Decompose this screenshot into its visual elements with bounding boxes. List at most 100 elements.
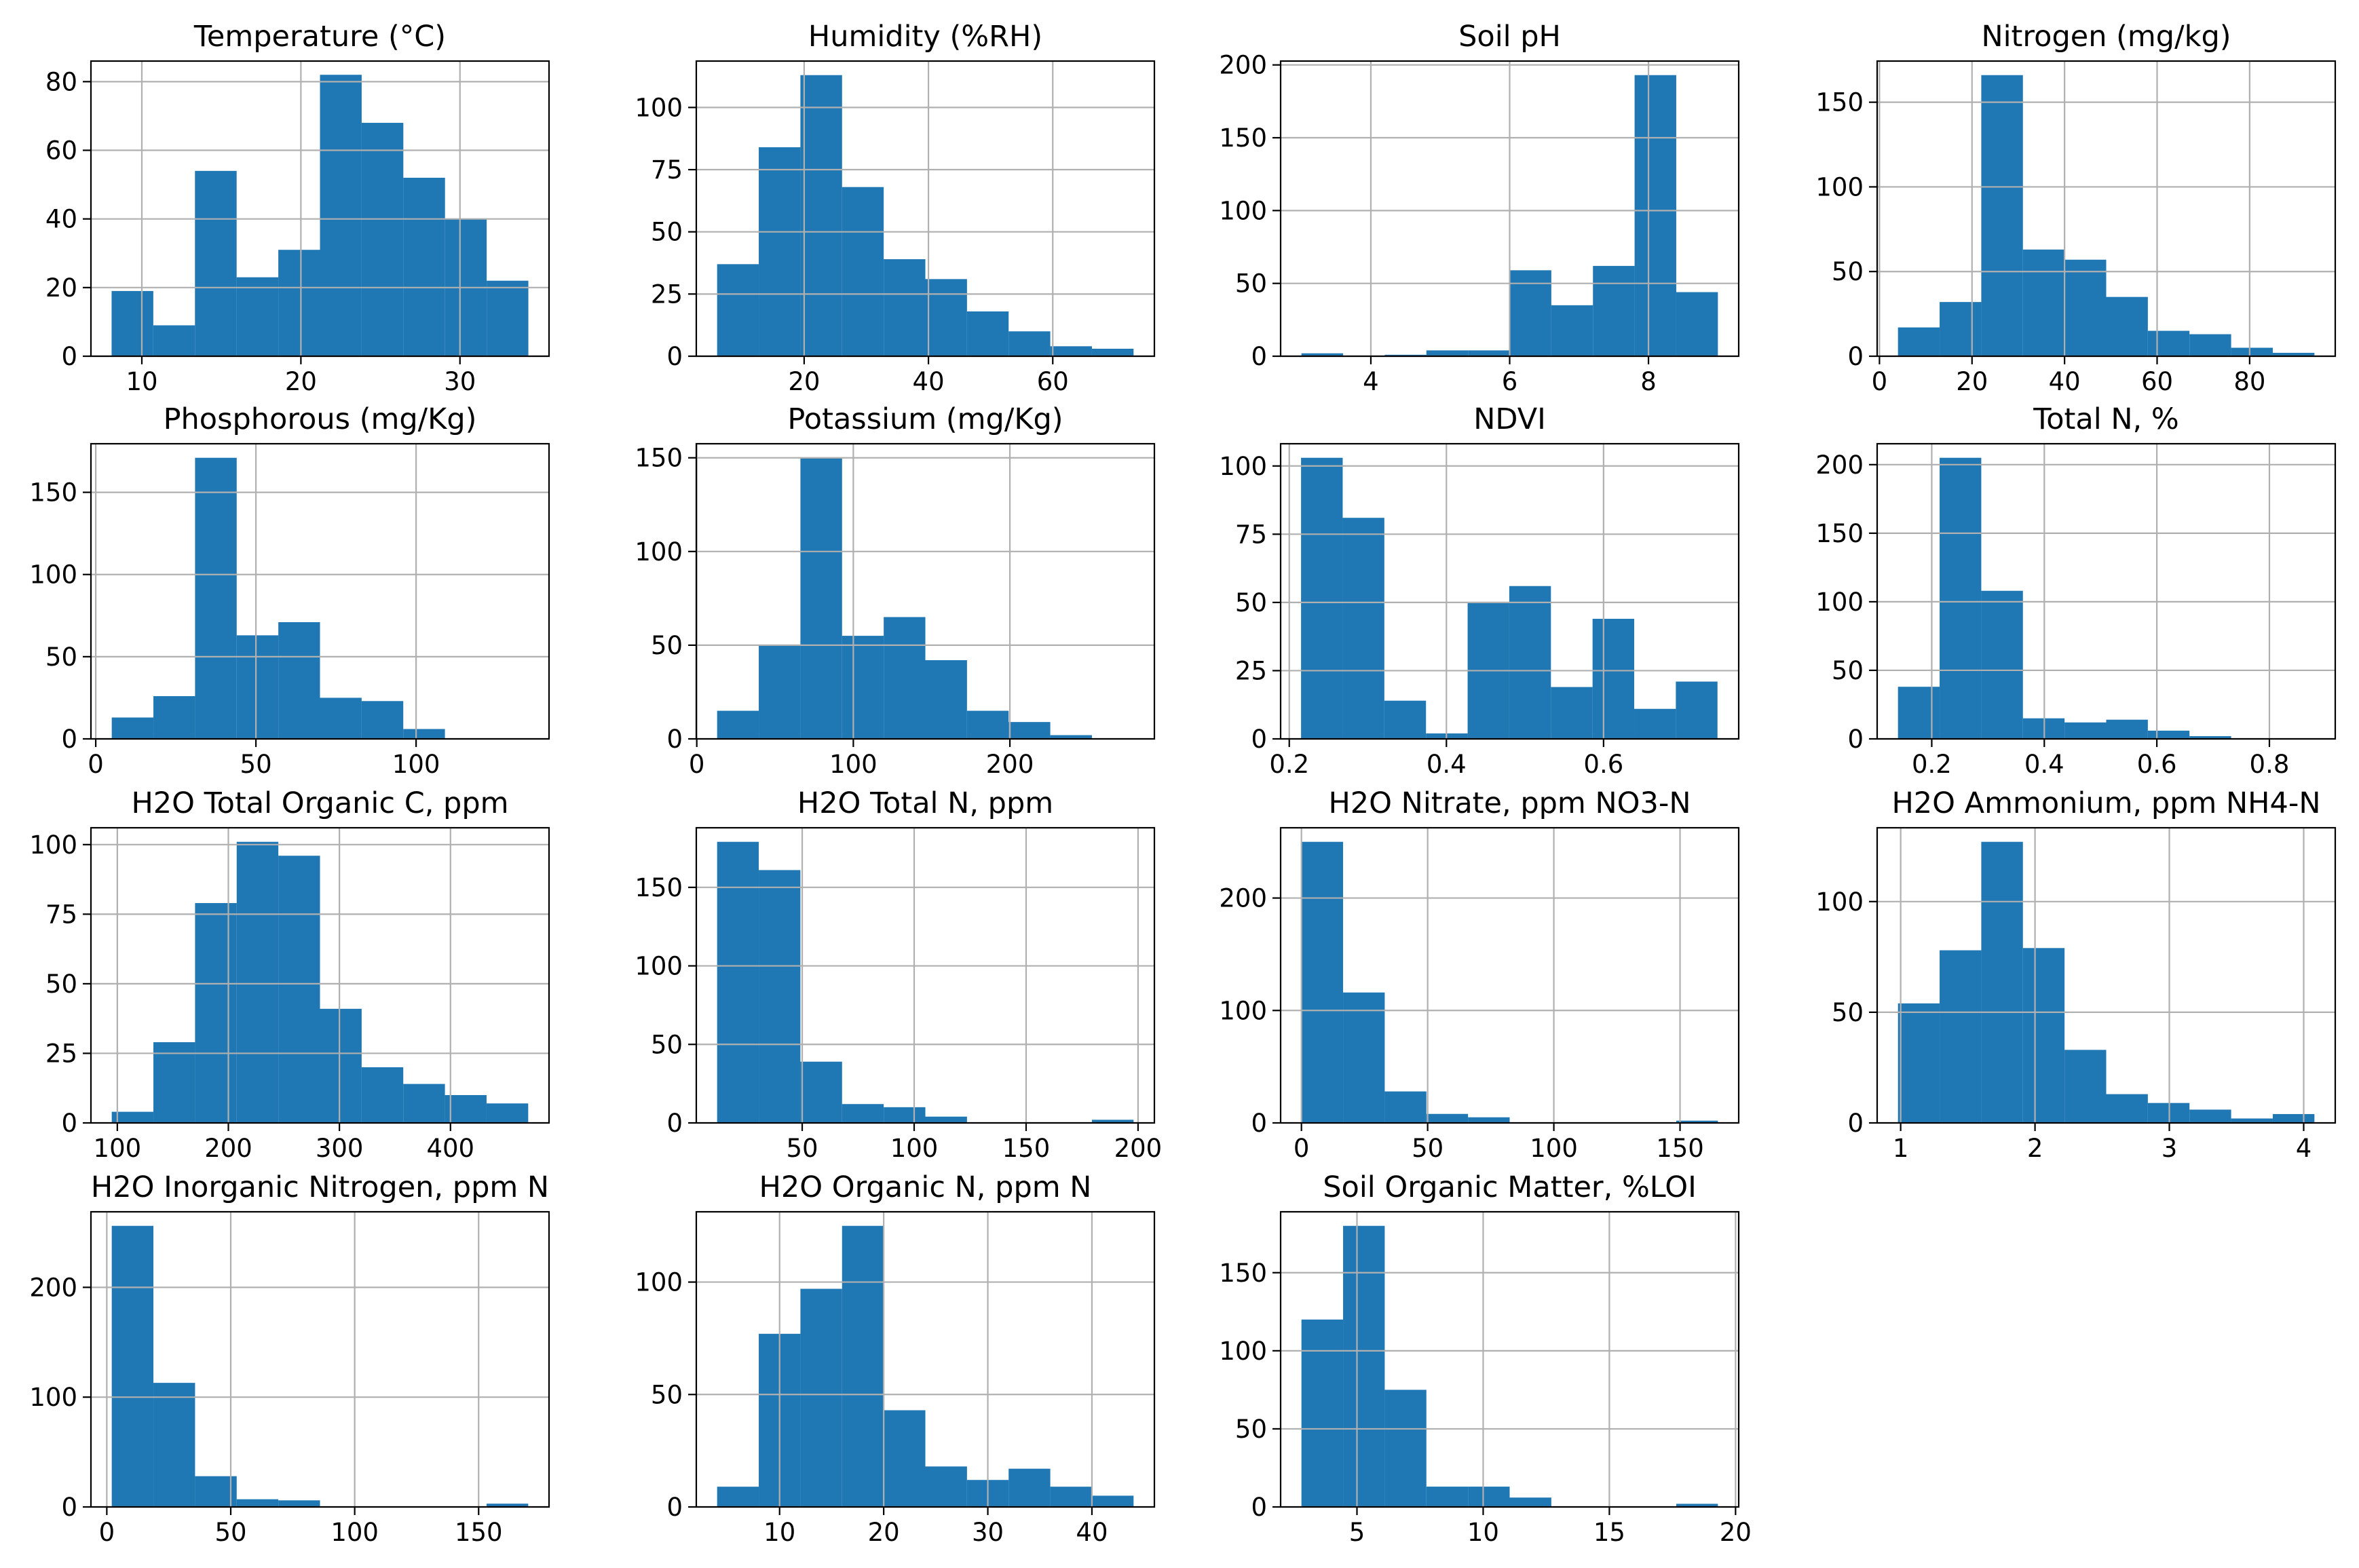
histogram-bar	[2189, 1109, 2231, 1123]
histogram-bar	[1008, 331, 1051, 356]
y-tick-label: 0	[61, 725, 77, 754]
x-tick-label: 1	[1893, 1134, 1909, 1163]
histogram-bar	[884, 1410, 926, 1507]
axes-frame	[90, 60, 550, 358]
x-tick-label: 100	[829, 750, 877, 779]
histogram-bar	[236, 1499, 279, 1507]
histogram-bar	[2106, 297, 2148, 356]
x-tick-label: 20	[1956, 367, 1988, 396]
histogram-bar	[403, 177, 445, 356]
histogram-bar	[1898, 1003, 1940, 1123]
y-tick-label: 100	[1815, 887, 1864, 917]
histogram-bar	[1676, 292, 1718, 356]
y-tick-label: 50	[651, 1030, 683, 1059]
x-tick-label: 100	[890, 1134, 939, 1163]
histogram-bar	[1050, 735, 1092, 739]
histogram-bar	[236, 277, 279, 356]
x-tick-label: 0	[1872, 367, 1888, 396]
subplot-h2o-nitrate-ppm-no3-n: 0 50 100 150 0 100 200 H2O Nitrate, ppm NO3-N	[1219, 786, 1740, 1163]
histogram-bar	[1091, 1495, 1134, 1507]
histogram-bar	[2147, 330, 2190, 356]
axes-frame	[90, 442, 550, 740]
axes-frame	[1876, 442, 2337, 740]
histogram-bar	[884, 617, 926, 739]
histogram-bar	[153, 1383, 195, 1507]
histogram-bar	[153, 1042, 195, 1123]
x-tick-label: 150	[1002, 1134, 1051, 1163]
y-tick-label: 150	[635, 444, 683, 473]
y-tick-label: 25	[651, 280, 683, 309]
axes-frame	[695, 60, 1156, 358]
y-tick-label: 200	[1815, 451, 1864, 480]
histogram-bar	[403, 729, 445, 739]
x-tick-label: 0	[99, 1518, 115, 1547]
x-tick-label: 200	[204, 1134, 252, 1163]
subplot-nitrogen-mg-kg: 0 20 40 60 80 0 50 100 150 Nitrogen (mg/kg)	[1815, 20, 2337, 396]
y-tick-label: 100	[635, 537, 683, 567]
histogram-bar	[884, 1107, 926, 1123]
subplot-title: Temperature (°C)	[193, 20, 446, 54]
histogram-bar	[403, 1084, 445, 1123]
subplot-h2o-total-organic-c-ppm: 100 200 300 400 0 25 50 75 100 H2O Total Organic …	[29, 786, 550, 1163]
histogram-bar	[153, 696, 195, 739]
histogram-bar	[1301, 1319, 1344, 1507]
histogram-bar	[1509, 586, 1551, 739]
subplot-title: Humidity (%RH)	[808, 20, 1042, 54]
histogram-bar	[1468, 1117, 1510, 1123]
histogram-bar	[1050, 346, 1092, 356]
histogram-bar	[1898, 687, 1940, 739]
histogram-bar	[2064, 259, 2107, 356]
y-tick-label: 0	[1251, 1109, 1267, 1138]
histogram-bar	[1426, 350, 1469, 356]
histogram-bar	[842, 1225, 884, 1507]
y-tick-label: 150	[635, 873, 683, 902]
x-tick-label: 3	[2162, 1134, 2178, 1163]
subplot-temperature-c: 10 20 30 0 20 40 60 80 Temperature (°C)	[45, 20, 550, 396]
y-tick-label: 0	[1251, 1493, 1267, 1522]
y-tick-label: 100	[29, 830, 77, 860]
histogram-bar	[320, 697, 362, 739]
histogram-bar	[2064, 722, 2107, 739]
subplot-title: H2O Organic N, ppm N	[759, 1170, 1092, 1204]
y-tick-label: 150	[1815, 519, 1864, 548]
histogram-bar	[195, 902, 237, 1123]
histogram-bar	[1384, 1390, 1427, 1507]
y-tick-label: 50	[1235, 1415, 1267, 1444]
histogram-bar	[1981, 590, 2023, 739]
histogram-bar	[884, 259, 926, 356]
histogram-bar	[2106, 719, 2148, 739]
subplot-soil-ph: 4 6 8 0 50 100 150 200 Soil pH	[1219, 20, 1740, 396]
histogram-bar	[445, 1094, 487, 1123]
histogram-bar	[278, 250, 320, 356]
x-tick-label: 0.4	[2024, 750, 2064, 779]
y-tick-label: 100	[635, 1268, 683, 1297]
histogram-bar	[1592, 619, 1635, 739]
y-tick-label: 80	[45, 67, 77, 96]
histogram-bar	[966, 710, 1009, 739]
histogram-bar	[236, 635, 279, 739]
subplot-phosphorous-mg-kg: 0 50 100 0 50 100 150 Phosphorous (mg/Kg)	[29, 402, 550, 779]
subplot-h2o-organic-n-ppm-n: 10 20 30 40 0 50 100 H2O Organic N, ppm N	[635, 1170, 1156, 1547]
histogram-bar	[2231, 347, 2273, 356]
subplot-total-n: 0.2 0.4 0.6 0.8 0 50 100 150 200 Total N, %	[1815, 402, 2337, 779]
x-tick-label: 50	[214, 1518, 246, 1547]
y-tick-label: 100	[635, 93, 683, 122]
x-tick-label: 6	[1502, 367, 1518, 396]
y-tick-label: 150	[1219, 123, 1267, 153]
y-tick-label: 100	[635, 952, 683, 981]
histogram-bar	[1981, 75, 2023, 356]
histogram-bar	[1551, 305, 1593, 356]
histogram-bar	[111, 1225, 154, 1507]
x-tick-label: 50	[240, 750, 272, 779]
histogram-bar	[925, 1466, 967, 1507]
histogram-bar	[487, 280, 529, 356]
histogram-bar	[2189, 334, 2231, 356]
y-tick-label: 100	[29, 560, 77, 590]
histogram-bar	[111, 717, 154, 739]
x-tick-label: 8	[1640, 367, 1657, 396]
x-tick-label: 0.8	[2250, 750, 2290, 779]
histogram-bar	[1342, 518, 1384, 739]
axes-frame	[1876, 60, 2337, 358]
x-tick-label: 10	[126, 367, 157, 396]
histogram-bar	[966, 311, 1009, 356]
